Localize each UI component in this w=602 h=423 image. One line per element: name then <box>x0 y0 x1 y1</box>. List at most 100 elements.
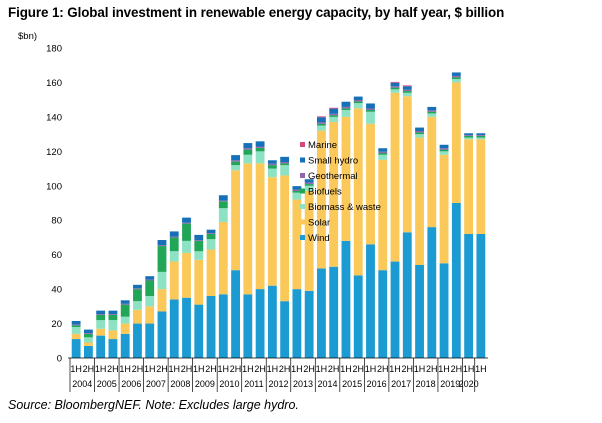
bar-stack <box>83 329 93 358</box>
bar-segment-wind <box>280 301 290 358</box>
legend-swatch <box>300 157 305 163</box>
bar-segment-solar <box>378 159 388 271</box>
bar-segment-biomass-and-waste <box>451 79 461 83</box>
bar-segment-wind <box>439 263 449 358</box>
legend-swatch <box>300 173 305 178</box>
bar-segment-geothermal <box>415 131 424 133</box>
x-tick-label: 1H <box>242 364 254 374</box>
bar-segment-geothermal <box>108 314 118 315</box>
bar-segment-biofuels <box>304 184 314 186</box>
bar-segment-small-hydro <box>451 72 461 76</box>
bar-segment-marine <box>329 107 339 109</box>
bar-segment-solar <box>243 163 253 295</box>
legend: Marine Small hydro Geothermal Biofuels Bioma… <box>300 140 381 244</box>
bar-segment-solar <box>96 328 106 336</box>
bar-stack <box>108 310 118 358</box>
bar-segment-biofuels <box>366 110 375 112</box>
bar-segment-small-hydro <box>231 155 240 161</box>
bar-stack <box>366 103 375 358</box>
bar-segment-small-hydro <box>280 156 290 163</box>
bar-segment-solar <box>169 261 179 300</box>
bar-segment-solar <box>292 199 302 290</box>
x-tick-label: 1H <box>414 364 426 374</box>
bar-segment-small-hydro <box>120 300 130 304</box>
x-tick-label: 2H <box>254 364 266 374</box>
legend-item-biomass-and-waste: Biomass & waste <box>300 202 381 213</box>
bar-segment-wind <box>317 268 326 358</box>
bar-segment-biofuels <box>145 280 155 296</box>
bar-segment-geothermal <box>341 106 351 109</box>
bar-segment-geothermal <box>451 75 461 78</box>
bar-segment-wind <box>390 261 400 358</box>
year-label: 2014 <box>318 379 338 389</box>
legend-label: Biomass & waste <box>308 202 381 213</box>
bar-segment-wind <box>133 323 142 358</box>
bar-segment-solar <box>267 177 277 286</box>
x-tick-label: 1H <box>316 364 328 374</box>
bar-segment-small-hydro <box>402 86 412 90</box>
legend-item-biofuels: Biofuels <box>300 187 342 198</box>
bar-segment-solar <box>415 137 424 265</box>
bar-segment-wind <box>96 335 106 358</box>
bar-segment-geothermal <box>133 288 142 290</box>
x-tick-label: 2H <box>451 364 463 374</box>
legend-swatch <box>300 219 305 225</box>
bar-stack <box>292 186 302 358</box>
bar-segment-biofuels <box>83 333 93 338</box>
bar-stack <box>464 133 474 358</box>
legend-swatch <box>300 142 305 147</box>
bar-stack <box>341 101 351 358</box>
bar-segment-wind <box>292 289 302 358</box>
bar-segment-biofuels <box>71 325 81 327</box>
bar-segment-biomass-and-waste <box>157 271 167 290</box>
bar-segment-geothermal <box>366 108 375 110</box>
y-tick-label: 120 <box>46 147 62 158</box>
bar-segment-small-hydro <box>169 231 179 237</box>
x-tick-label: 2H <box>156 364 168 374</box>
x-tick-label: 1H <box>365 364 377 374</box>
bar-stack <box>427 106 437 358</box>
bar-stack <box>145 276 155 358</box>
bar-segment-solar <box>366 123 375 245</box>
bar-stack <box>231 155 240 358</box>
bar-segment-biomass-and-waste <box>169 251 179 262</box>
bar-segment-geothermal <box>378 151 388 154</box>
y-tick-label: 160 <box>46 78 62 89</box>
bar-stack <box>476 133 486 358</box>
bar-segment-biofuels <box>169 237 179 252</box>
bar-segment-biomass-and-waste <box>231 165 240 171</box>
bar-segment-biofuels <box>231 161 240 166</box>
legend-label: Geothermal <box>308 171 358 182</box>
bar-segment-biofuels <box>194 240 204 252</box>
bar-segment-geothermal <box>267 163 277 166</box>
bar-stack <box>439 144 449 358</box>
bar-segment-geothermal <box>280 162 290 164</box>
bar-segment-wind <box>194 304 204 358</box>
bar-segment-biomass-and-waste <box>182 240 191 253</box>
bar-segment-biofuels <box>427 111 437 114</box>
x-tick-label: 1H <box>119 364 131 374</box>
legend-swatch <box>300 235 305 240</box>
x-tick-label: 2H <box>181 364 193 374</box>
x-tick-label: 2H <box>426 364 438 374</box>
bar-segment-biomass-and-waste <box>317 125 326 131</box>
bar-segment-biofuels <box>341 108 351 110</box>
x-tick-label: 1H <box>291 364 303 374</box>
bar-segment-wind <box>157 311 167 358</box>
bar-stack <box>402 85 412 358</box>
x-tick-label: 2H <box>352 364 364 374</box>
bar-segment-biomass-and-waste <box>304 185 314 191</box>
x-tick-label: 2H <box>328 364 340 374</box>
bar-segment-solar <box>206 249 216 296</box>
year-label: 2005 <box>97 379 117 389</box>
x-tick-label: 1H <box>463 364 475 374</box>
bar-segment-biofuels <box>267 165 277 169</box>
bar-segment-small-hydro <box>304 179 314 183</box>
bar-segment-biomass-and-waste <box>194 251 204 260</box>
bar-segment-biomass-and-waste <box>341 110 351 117</box>
bar-segment-solar <box>194 259 204 305</box>
y-tick-label: 140 <box>46 112 62 123</box>
x-tick-label: 2H <box>402 364 414 374</box>
bar-segment-biofuels <box>292 190 302 193</box>
bar-segment-wind <box>353 275 363 358</box>
